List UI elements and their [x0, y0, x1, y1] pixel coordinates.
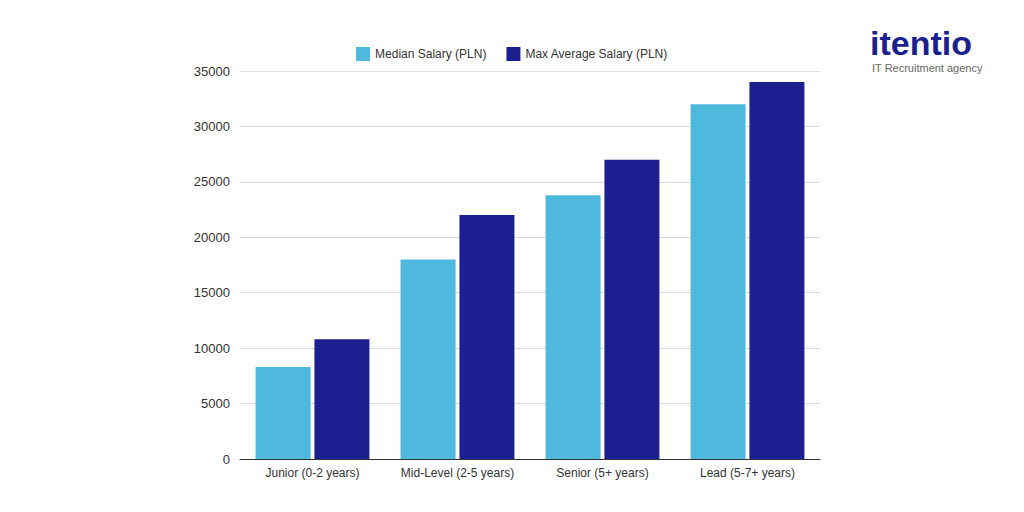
svg-text:Max Average Salary (PLN): Max Average Salary (PLN) [525, 47, 667, 61]
svg-text:35000: 35000 [194, 64, 230, 79]
svg-text:30000: 30000 [194, 119, 230, 134]
svg-text:itentio: itentio [870, 24, 972, 62]
svg-text:20000: 20000 [194, 230, 230, 245]
svg-text:15000: 15000 [194, 285, 230, 300]
svg-text:Senior (5+ years): Senior (5+ years) [556, 466, 648, 480]
svg-text:10000: 10000 [194, 341, 230, 356]
svg-text:Mid-Level (2-5 years): Mid-Level (2-5 years) [401, 466, 514, 480]
svg-text:0: 0 [223, 452, 230, 467]
svg-text:IT Recruitment agency: IT Recruitment agency [872, 62, 983, 74]
svg-text:Lead (5-7+ years): Lead (5-7+ years) [700, 466, 795, 480]
svg-text:Median Salary (PLN): Median Salary (PLN) [375, 47, 486, 61]
svg-text:Junior (0-2 years): Junior (0-2 years) [265, 466, 359, 480]
svg-text:5000: 5000 [201, 396, 230, 411]
svg-text:25000: 25000 [194, 174, 230, 189]
